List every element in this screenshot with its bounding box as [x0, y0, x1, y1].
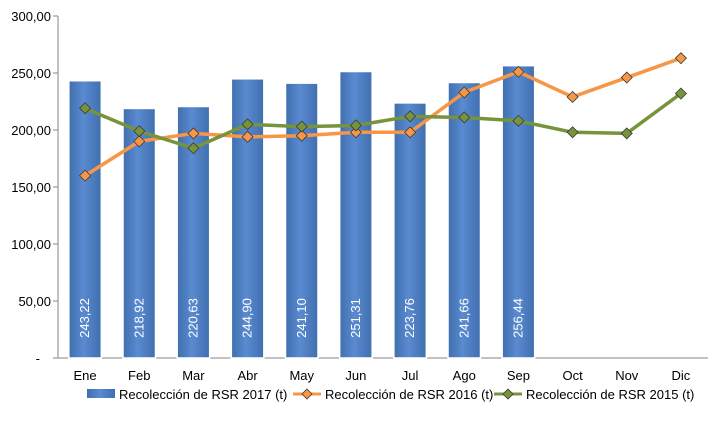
x-tick-label: Oct: [562, 368, 583, 383]
legend-label: Recolección de RSR 2016 (t): [325, 387, 493, 402]
x-tick-label: Jun: [345, 368, 366, 383]
series-marker: [349, 126, 362, 139]
bar-series: [68, 64, 536, 359]
x-tick-label: Jul: [402, 368, 419, 383]
series-marker: [295, 129, 308, 142]
legend-label: Recolección de RSR 2015 (t): [526, 387, 694, 402]
bar: [68, 79, 103, 359]
series-marker: [620, 71, 633, 84]
series-marker: [512, 65, 525, 78]
series-marker: [404, 110, 417, 123]
series-marker: [566, 126, 579, 139]
y-tick-label: 250,00: [11, 66, 51, 81]
bar-data-label: 218,92: [131, 298, 146, 338]
series-marker: [79, 102, 92, 115]
x-tick-label: Feb: [128, 368, 150, 383]
series-marker: [133, 135, 146, 148]
x-tick-label: May: [289, 368, 314, 383]
x-tick-label: Ene: [74, 368, 97, 383]
bar-data-label: 251,31: [348, 298, 363, 338]
series-line: [84, 92, 682, 150]
legend-label: Recolección de RSR 2017 (t): [119, 387, 287, 402]
bar: [393, 102, 428, 359]
legend-swatch: [87, 389, 115, 398]
x-tick-label: Abr: [237, 368, 258, 383]
x-tick-label: Sep: [507, 368, 530, 383]
bar: [447, 81, 482, 359]
series-marker: [566, 90, 579, 104]
bar-data-label: 256,44: [510, 298, 525, 338]
legend-swatch-marker: [502, 388, 514, 400]
x-tick-label: Dic: [672, 368, 691, 383]
legend-swatch-marker: [301, 388, 313, 400]
data-labels: 243,22 218,92 220,63 244,90 241,10 251,31 223,…: [77, 298, 525, 338]
series-marker: [458, 111, 471, 124]
bar-data-label: 241,10: [294, 298, 309, 338]
chart-legend: Recolección de RSR 2017 (t) Recolección d…: [87, 387, 694, 402]
bar: [338, 70, 373, 359]
series-marker: [241, 118, 254, 131]
series-marker: [241, 130, 254, 143]
series-marker: [620, 127, 633, 140]
x-tick-label: Mar: [182, 368, 205, 383]
y-tick-label: -: [36, 351, 40, 366]
series-marker: [458, 86, 471, 99]
series-line: [84, 56, 682, 178]
series-marker: [512, 114, 525, 127]
series-marker: [187, 142, 200, 155]
series-marker: [404, 126, 417, 139]
bar: [284, 82, 319, 359]
series-marker: [133, 125, 146, 138]
y-tick-label: 50,00: [18, 294, 51, 309]
y-tick-label: 300,00: [11, 9, 51, 24]
series-marker: [674, 52, 687, 65]
y-tick-label: 150,00: [11, 180, 51, 195]
y-tick-label: 100,00: [11, 237, 51, 252]
bar-data-label: 241,66: [456, 298, 471, 338]
bar-data-label: 220,63: [185, 298, 200, 338]
bar-data-label: 243,22: [77, 298, 92, 338]
x-tick-label: Nov: [615, 368, 639, 383]
series-marker: [295, 120, 308, 133]
chart-axes: - 50,00 100,00 150,00 200,00 250,00 300,00 Ene F…: [11, 9, 708, 383]
series-marker: [187, 127, 200, 140]
y-tick-label: 200,00: [11, 123, 51, 138]
x-tick-label: Ago: [453, 368, 476, 383]
series-marker: [79, 169, 92, 182]
bar-data-label: 223,76: [402, 298, 417, 338]
bar-data-label: 244,90: [240, 298, 255, 338]
line-series: [79, 52, 687, 182]
bar: [501, 64, 536, 359]
series-marker: [674, 87, 687, 100]
series-marker: [349, 119, 362, 132]
